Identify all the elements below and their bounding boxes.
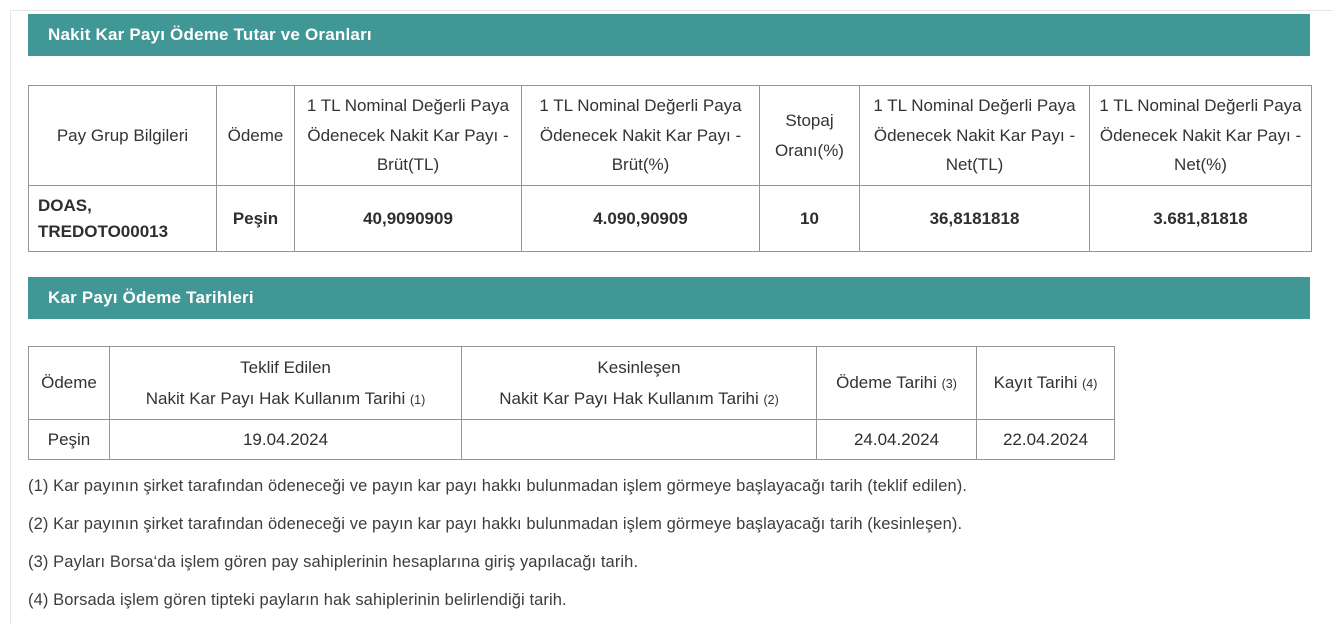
cell-brut-pct: 4.090,90909 (521, 185, 760, 252)
section-title-amounts: Nakit Kar Payı Ödeme Tutar ve Oranları (48, 25, 372, 44)
disclosure-page: Nakit Kar Payı Ödeme Tutar ve Oranları P… (10, 10, 1333, 625)
footnote-4: (4) Borsada işlem gören tipteki payların… (28, 591, 567, 609)
footnote-1: (1) Kar payının şirket tarafından ödenec… (28, 477, 968, 495)
cell-teklif-tarih: 19.04.2024 (109, 419, 462, 460)
cell-odeme-2: Peşin (28, 419, 110, 460)
footnote-ref-2: (2) (763, 393, 779, 407)
col-header-pay-grup: Pay Grup Bilgileri (28, 85, 217, 186)
cell-net-tl: 36,8181818 (859, 185, 1090, 252)
amounts-data-row: DOAS, TREDOTO00013 Peşin 40,9090909 4.09… (28, 185, 1312, 252)
col-header-kesin: Kesinleşen Nakit Kar Payı Hak Kullanım T… (461, 346, 817, 420)
col-header-odeme-2: Ödeme (28, 346, 110, 420)
amounts-table: Pay Grup Bilgileri Ödeme 1 TL Nominal De… (28, 85, 1312, 252)
col-header-brut-pct: 1 TL Nominal Değerli Paya Ödenecek Nakit… (521, 85, 760, 186)
footnote-ref-4: (4) (1082, 377, 1098, 392)
cell-net-pct: 3.681,81818 (1089, 185, 1312, 252)
col-header-stopaj: Stopaj Oranı(%) (759, 85, 860, 186)
cell-odeme-tarihi: 24.04.2024 (816, 419, 977, 460)
cell-kayit-tarihi: 22.04.2024 (976, 419, 1115, 460)
amounts-header-row: Pay Grup Bilgileri Ödeme 1 TL Nominal De… (28, 85, 1312, 186)
footnotes: (1) Kar payının şirket tarafından ödenec… (28, 474, 1310, 612)
col-header-net-pct: 1 TL Nominal Değerli Paya Ödenecek Nakit… (1089, 85, 1312, 186)
dates-table: Ödeme Teklif Edilen Nakit Kar Payı Hak K… (28, 346, 1115, 460)
cell-pay-grup: DOAS, TREDOTO00013 (28, 185, 217, 252)
dates-data-row: Peşin 19.04.2024 24.04.2024 22.04.2024 (28, 419, 1115, 460)
col-header-kayit-tarihi: Kayıt Tarihi (4) (976, 346, 1115, 420)
section-title-dates: Kar Payı Ödeme Tarihleri (48, 288, 254, 307)
kesin-line2: Nakit Kar Payı Hak Kullanım Tarihi (2) (499, 389, 779, 408)
col-header-brut-tl: 1 TL Nominal Değerli Paya Ödenecek Nakit… (294, 85, 522, 186)
kesin-line1: Kesinleşen (597, 357, 681, 377)
footnote-ref-1: (1) (409, 393, 426, 407)
section-header-amounts: Nakit Kar Payı Ödeme Tutar ve Oranları (28, 14, 1310, 56)
dates-header-row: Ödeme Teklif Edilen Nakit Kar Payı Hak K… (28, 346, 1115, 420)
col-header-net-tl: 1 TL Nominal Değerli Paya Ödenecek Nakit… (859, 85, 1090, 186)
section-header-dates: Kar Payı Ödeme Tarihleri (28, 277, 1310, 319)
col-header-teklif: Teklif Edilen Nakit Kar Payı Hak Kullanı… (109, 346, 462, 420)
teklif-line1: Teklif Edilen (240, 357, 331, 377)
col-header-odeme-tarihi: Ödeme Tarihi (3) (816, 346, 977, 420)
cell-stopaj: 10 (759, 185, 860, 252)
cell-brut-tl: 40,9090909 (294, 185, 522, 252)
footnote-2: (2) Kar payının şirket tarafından ödenec… (28, 515, 963, 533)
cell-kesin-tarih (461, 419, 817, 460)
footnote-3: (3) Payları Borsa‘da işlem gören pay sah… (28, 553, 639, 571)
footnote-ref-3: (3) (941, 377, 957, 392)
col-header-odeme: Ödeme (216, 85, 295, 186)
cell-odeme: Peşin (216, 185, 295, 252)
teklif-line2: Nakit Kar Payı Hak Kullanım Tarihi (1) (145, 389, 426, 408)
